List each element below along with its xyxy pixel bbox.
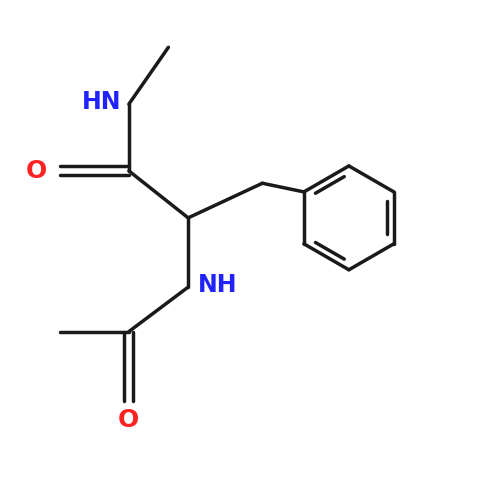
Text: O: O — [26, 159, 48, 183]
Text: NH: NH — [198, 272, 237, 296]
Text: O: O — [118, 408, 140, 432]
Text: HN: HN — [82, 90, 122, 114]
